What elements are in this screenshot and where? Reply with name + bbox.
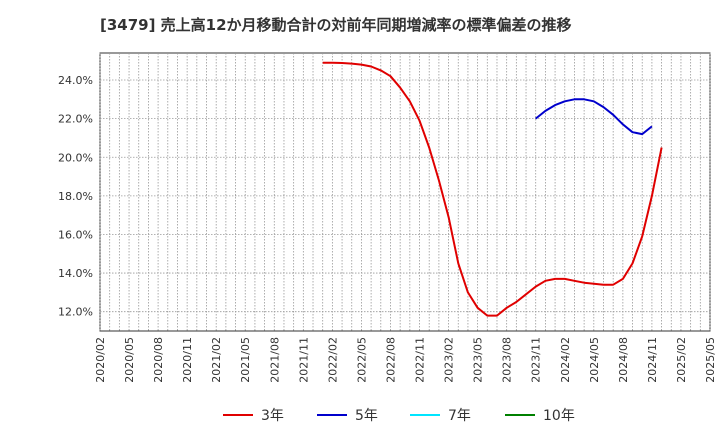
x-tick-label: 2024/11 bbox=[646, 337, 659, 383]
x-tick-label: 2022/05 bbox=[355, 337, 368, 383]
x-tick-label: 2024/02 bbox=[559, 337, 572, 383]
y-tick-label: 14.0% bbox=[58, 267, 93, 280]
x-tick-label: 2020/05 bbox=[123, 337, 136, 383]
chart-title: [3479] 売上高12か月移動合計の対前年同期増減率の標準偏差の推移 bbox=[100, 16, 572, 34]
legend-label-7y: 7年 bbox=[448, 408, 471, 424]
x-tick-label: 2024/05 bbox=[588, 337, 601, 383]
legend-item-5y[interactable]: 5年 bbox=[317, 404, 378, 426]
x-tick-label: 2025/05 bbox=[704, 337, 717, 383]
x-tick-label: 2020/08 bbox=[152, 337, 165, 383]
legend-label-10y: 10年 bbox=[543, 408, 575, 424]
x-tick-label: 2020/02 bbox=[94, 337, 107, 383]
legend-item-3y[interactable]: 3年 bbox=[223, 404, 284, 426]
x-tick-label: 2021/11 bbox=[297, 337, 310, 383]
x-tick-label: 2023/11 bbox=[530, 337, 543, 383]
legend: 3年 5年 7年 10年 bbox=[0, 404, 720, 426]
y-tick-label: 12.0% bbox=[58, 306, 93, 319]
legend-swatch-10y bbox=[505, 414, 535, 416]
x-tick-label: 2022/08 bbox=[384, 337, 397, 383]
x-tick-label: 2021/02 bbox=[210, 337, 223, 383]
x-tick-label: 2022/02 bbox=[326, 337, 339, 383]
legend-swatch-7y bbox=[410, 414, 440, 416]
x-tick-label: 2021/05 bbox=[239, 337, 252, 383]
x-tick-label: 2025/02 bbox=[675, 337, 688, 383]
legend-item-10y[interactable]: 10年 bbox=[505, 404, 575, 426]
legend-label-3y: 3年 bbox=[261, 408, 284, 424]
y-tick-label: 20.0% bbox=[58, 151, 93, 164]
x-tick-label: 2022/11 bbox=[414, 337, 427, 383]
legend-item-7y[interactable]: 7年 bbox=[410, 404, 471, 426]
legend-swatch-3y bbox=[223, 414, 253, 416]
series-line-1 bbox=[535, 98, 653, 136]
x-tick-label: 2020/11 bbox=[181, 337, 194, 383]
y-tick-label: 22.0% bbox=[58, 113, 93, 126]
grid-lines bbox=[99, 53, 711, 331]
legend-swatch-5y bbox=[317, 414, 347, 416]
x-tick-label: 2023/08 bbox=[501, 337, 514, 383]
x-tick-label: 2023/05 bbox=[472, 337, 485, 383]
y-tick-label: 16.0% bbox=[58, 228, 93, 241]
y-tick-label: 24.0% bbox=[58, 74, 93, 87]
x-tick-label: 2021/08 bbox=[268, 337, 281, 383]
x-tick-label: 2023/02 bbox=[443, 337, 456, 383]
x-tick-label: 2024/08 bbox=[617, 337, 630, 383]
y-tick-label: 18.0% bbox=[58, 190, 93, 203]
series-line-0 bbox=[322, 61, 663, 317]
legend-label-5y: 5年 bbox=[355, 408, 378, 424]
